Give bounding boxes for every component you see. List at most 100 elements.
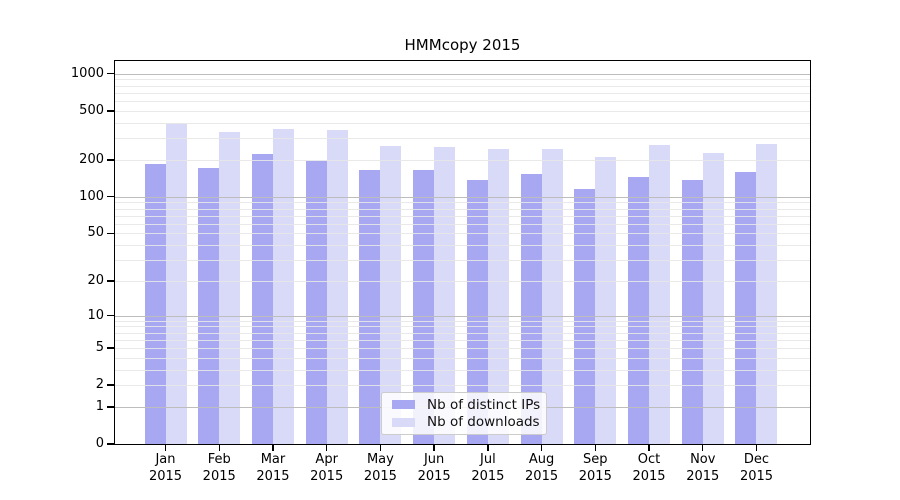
y-tick-label: 50: [87, 225, 104, 241]
legend: Nb of distinct IPs Nb of downloads: [381, 392, 547, 435]
y-tick-label: 10: [87, 307, 104, 323]
gridline-minor: [115, 245, 810, 246]
bar-downloads-jan: [165, 123, 187, 444]
x-tick-mark: [648, 445, 650, 451]
x-tick-label: Jun 2015: [417, 452, 451, 484]
bar-downloads-mar: [272, 129, 294, 444]
x-tick-label: Aug 2015: [525, 452, 559, 484]
gridline-minor: [115, 208, 810, 210]
x-tick-mark: [325, 445, 328, 451]
gridline-major: [115, 196, 810, 198]
y-tick-label: 1: [95, 398, 104, 414]
gridline-minor: [115, 357, 810, 359]
x-tick-mark: [218, 445, 220, 451]
y-tick-mark: [107, 195, 114, 198]
bar-downloads-jun: [434, 146, 456, 444]
y-tick-mark: [107, 384, 114, 386]
x-tick-mark: [540, 445, 543, 451]
legend-item: Nb of downloads: [390, 414, 540, 432]
bar-downloads-oct: [649, 145, 671, 444]
bar-distinct-ips-oct: [628, 176, 650, 444]
bar-distinct-ips-nov: [681, 180, 703, 444]
x-tick-mark: [594, 445, 596, 451]
legend-label: Nb of distinct IPs: [427, 396, 541, 413]
bar-distinct-ips-jan: [144, 164, 166, 444]
y-tick-label: 1000: [70, 65, 104, 81]
gridline-minor: [115, 385, 810, 387]
gridline-minor: [115, 215, 810, 217]
y-tick-mark: [107, 159, 114, 161]
gridline-minor: [115, 138, 810, 140]
legend-label: Nb of downloads: [427, 414, 540, 431]
gridline-major: [115, 73, 810, 75]
gridline-minor: [115, 79, 810, 81]
gridline-minor: [115, 326, 810, 328]
bar-distinct-ips-aug: [520, 173, 542, 444]
bar-distinct-ips-mar: [251, 153, 273, 444]
y-tick-mark: [107, 314, 114, 317]
x-tick-label: Dec 2015: [739, 452, 774, 484]
bar-distinct-ips-apr: [305, 161, 327, 444]
bar-downloads-sep: [595, 156, 617, 444]
y-tick-mark: [107, 406, 114, 408]
bar-downloads-feb: [219, 132, 241, 444]
gridline-minor: [115, 347, 810, 349]
y-tick-label: 0: [95, 436, 104, 451]
y-tick-mark: [107, 347, 114, 349]
x-tick-label: Apr 2015: [310, 452, 344, 484]
bar-distinct-ips-may: [359, 169, 381, 444]
x-tick-label: Nov 2015: [686, 452, 720, 484]
x-tick-mark: [702, 445, 704, 451]
x-tick-label: Mar 2015: [256, 452, 290, 484]
gridline-minor: [115, 233, 810, 235]
gridline-minor: [115, 85, 810, 87]
y-tick-label: 20: [87, 272, 104, 288]
chart-title: HMMcopy 2015: [404, 36, 521, 54]
y-tick-label: 500: [79, 102, 104, 118]
bar-downloads-nov: [702, 152, 724, 444]
gridline-minor: [115, 259, 810, 261]
x-tick-mark: [487, 445, 489, 451]
y-tick-mark: [107, 73, 114, 75]
gridline-minor: [115, 369, 810, 371]
legend-swatch-distinct-ips: [392, 400, 415, 410]
x-tick-mark: [755, 445, 758, 451]
bar-distinct-ips-feb: [198, 168, 220, 444]
gridline-minor: [115, 92, 810, 94]
y-tick-label: 5: [95, 339, 104, 355]
x-tick-mark: [433, 445, 435, 451]
x-tick-mark: [272, 445, 274, 451]
bar-distinct-ips-dec: [735, 172, 757, 444]
x-tick-label: Oct 2015: [632, 452, 666, 484]
y-tick-mark: [107, 280, 114, 282]
gridline-minor: [115, 202, 810, 204]
gridline-minor: [115, 223, 810, 225]
x-tick-label: Jul 2015: [471, 452, 505, 484]
gridline-major: [115, 315, 810, 317]
gridline-minor: [115, 332, 810, 334]
y-tick-label: 2: [95, 377, 104, 393]
x-tick-label: May 2015: [363, 452, 397, 484]
gridline-minor: [115, 320, 810, 322]
x-tick-label: Feb 2015: [202, 452, 236, 484]
y-tick-mark: [107, 232, 114, 234]
gridline-minor: [115, 122, 810, 124]
x-tick-label: Jan 2015: [148, 452, 183, 484]
y-tick-label: 200: [79, 151, 104, 167]
legend-swatch-downloads: [392, 417, 415, 427]
bar-downloads-dec: [756, 144, 778, 444]
y-tick-mark: [107, 443, 114, 445]
y-tick-label: 100: [79, 188, 104, 204]
gridline-minor: [115, 339, 810, 341]
gridline-minor: [115, 280, 810, 282]
bar-downloads-apr: [326, 129, 348, 444]
x-tick-label: Sep 2015: [578, 452, 612, 484]
x-tick-mark: [379, 445, 382, 451]
y-tick-mark: [107, 110, 114, 112]
bar-downloads-may: [380, 146, 402, 444]
bar-distinct-ips-jun: [413, 170, 435, 444]
x-tick-mark: [164, 445, 167, 451]
gridline-minor: [115, 101, 810, 103]
gridline-minor: [115, 159, 810, 161]
